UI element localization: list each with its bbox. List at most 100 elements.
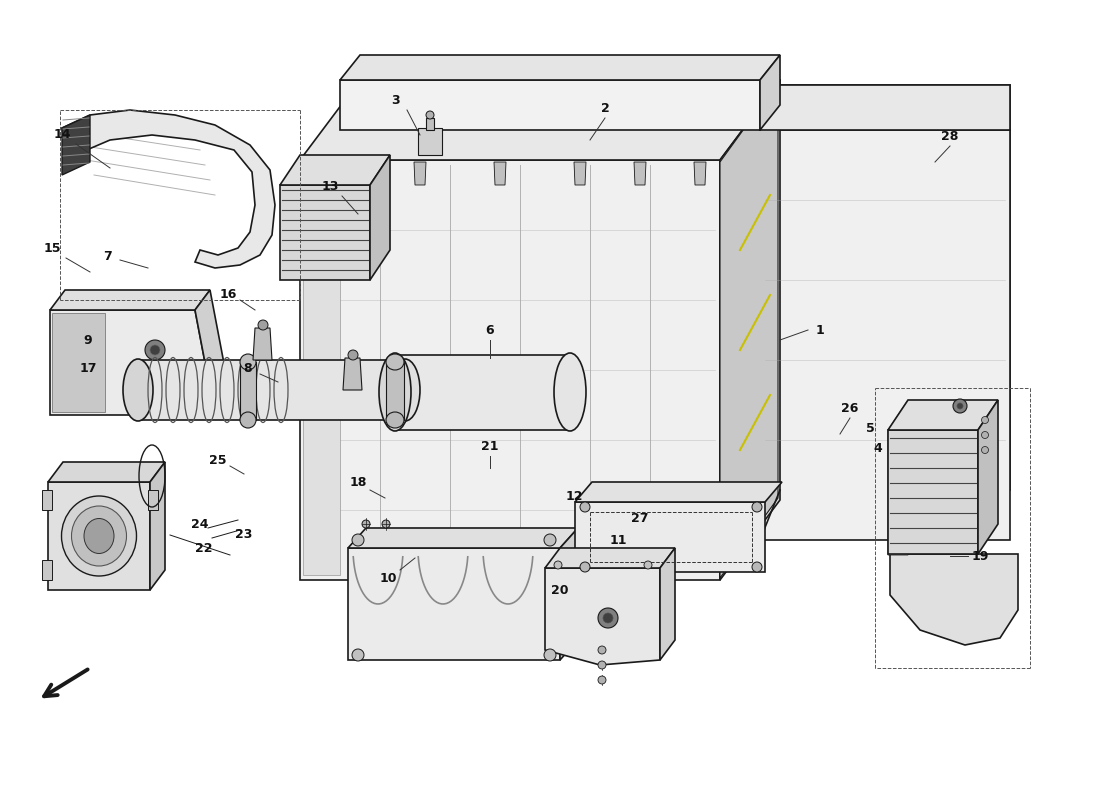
Circle shape — [953, 399, 967, 413]
Text: 11: 11 — [609, 534, 627, 546]
Polygon shape — [575, 502, 764, 572]
Polygon shape — [62, 115, 90, 175]
Text: 12: 12 — [565, 490, 583, 502]
Polygon shape — [890, 554, 1018, 645]
Polygon shape — [138, 360, 405, 420]
Polygon shape — [418, 128, 442, 155]
Circle shape — [382, 520, 390, 528]
Polygon shape — [560, 528, 578, 660]
Polygon shape — [348, 548, 560, 660]
Polygon shape — [494, 162, 506, 185]
Circle shape — [150, 345, 160, 355]
Circle shape — [258, 320, 268, 330]
Polygon shape — [302, 165, 340, 575]
Text: 17: 17 — [79, 362, 97, 374]
Ellipse shape — [123, 359, 153, 421]
Text: 22: 22 — [196, 542, 212, 554]
Polygon shape — [386, 362, 404, 420]
Polygon shape — [720, 82, 778, 578]
Text: 16: 16 — [219, 287, 236, 301]
Polygon shape — [42, 490, 52, 510]
Circle shape — [352, 649, 364, 661]
Polygon shape — [195, 290, 230, 415]
Circle shape — [752, 502, 762, 512]
Circle shape — [981, 431, 989, 438]
Polygon shape — [280, 185, 370, 280]
Circle shape — [981, 417, 989, 423]
Text: 8: 8 — [244, 362, 252, 374]
Polygon shape — [62, 110, 275, 268]
Polygon shape — [574, 162, 586, 185]
Polygon shape — [544, 568, 660, 665]
Polygon shape — [760, 85, 1010, 490]
Text: 1: 1 — [815, 323, 824, 337]
Circle shape — [544, 649, 556, 661]
Circle shape — [580, 562, 590, 572]
Polygon shape — [340, 80, 760, 130]
Ellipse shape — [72, 506, 126, 566]
Text: 28: 28 — [942, 130, 959, 142]
Circle shape — [426, 111, 434, 119]
Polygon shape — [42, 560, 52, 580]
Text: 18: 18 — [350, 475, 366, 489]
Text: 7: 7 — [103, 250, 112, 262]
Polygon shape — [660, 548, 675, 660]
Polygon shape — [48, 482, 150, 590]
Polygon shape — [370, 155, 390, 280]
Polygon shape — [300, 80, 780, 160]
Text: 3: 3 — [390, 94, 399, 106]
Text: 23: 23 — [235, 527, 253, 541]
Polygon shape — [240, 362, 256, 420]
Text: 21: 21 — [482, 439, 498, 453]
Polygon shape — [52, 313, 104, 412]
Ellipse shape — [84, 518, 114, 554]
Circle shape — [348, 350, 358, 360]
Circle shape — [352, 534, 364, 546]
Text: 6: 6 — [486, 323, 494, 337]
Text: a passion for service: a passion for service — [446, 466, 735, 494]
Text: 14: 14 — [53, 127, 70, 141]
Text: euros: euros — [513, 345, 807, 435]
Ellipse shape — [390, 359, 420, 421]
Ellipse shape — [386, 412, 404, 428]
Text: 24: 24 — [191, 518, 209, 530]
Polygon shape — [354, 162, 366, 185]
Ellipse shape — [386, 354, 404, 370]
Polygon shape — [348, 528, 578, 548]
Circle shape — [598, 608, 618, 628]
Text: 20: 20 — [551, 583, 569, 597]
Polygon shape — [760, 130, 1010, 540]
Ellipse shape — [554, 353, 586, 431]
Circle shape — [752, 562, 762, 572]
Text: 13: 13 — [321, 179, 339, 193]
Polygon shape — [300, 160, 720, 580]
Text: 25: 25 — [209, 454, 227, 466]
Polygon shape — [414, 162, 426, 185]
Polygon shape — [343, 358, 362, 390]
Polygon shape — [720, 80, 780, 580]
Circle shape — [544, 534, 556, 546]
Circle shape — [981, 446, 989, 454]
Polygon shape — [544, 548, 675, 568]
Polygon shape — [888, 400, 998, 430]
Text: 9: 9 — [84, 334, 92, 346]
Circle shape — [598, 676, 606, 684]
Polygon shape — [888, 400, 907, 555]
Circle shape — [554, 561, 562, 569]
Text: 4: 4 — [873, 442, 882, 454]
Polygon shape — [634, 162, 646, 185]
Ellipse shape — [240, 412, 256, 428]
Polygon shape — [48, 462, 165, 482]
Text: 19: 19 — [971, 550, 989, 562]
Polygon shape — [50, 290, 210, 310]
Polygon shape — [150, 462, 165, 590]
Polygon shape — [395, 355, 570, 430]
Ellipse shape — [62, 496, 136, 576]
Text: 10: 10 — [379, 571, 397, 585]
Polygon shape — [760, 55, 780, 130]
Circle shape — [580, 502, 590, 512]
Text: 2: 2 — [601, 102, 609, 114]
Polygon shape — [978, 400, 998, 554]
Polygon shape — [760, 85, 1010, 130]
Polygon shape — [50, 310, 215, 415]
